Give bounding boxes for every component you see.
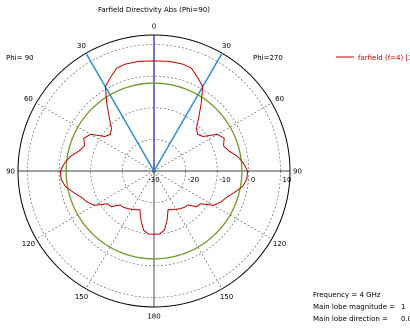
angle-label-7: 120	[273, 240, 286, 248]
radial-label-2: -10	[219, 176, 230, 184]
three-db-circle	[65, 82, 243, 260]
magnitude-value: 1	[401, 303, 406, 311]
grid-spoke-60	[153, 102, 272, 172]
frequency-label: Frequency = 4 GHz	[313, 291, 381, 299]
magnitude-label: Main lobe magnitude =	[313, 303, 396, 311]
radial-label-1: -20	[188, 176, 199, 184]
info-magnitude: Main lobe magnitude = 1	[313, 302, 405, 313]
series-group	[59, 60, 249, 235]
angle-label-1: 30	[222, 42, 231, 50]
radial-label-0: -30	[148, 176, 159, 184]
phi-right-label: Phi=270	[253, 54, 283, 62]
phi-left-label: Phi= 90	[6, 54, 34, 62]
angle-label-11: 180	[147, 313, 160, 321]
direction-label: Main lobe direction =	[313, 315, 388, 323]
grid-spoke-300	[36, 102, 155, 172]
info-direction: Main lobe direction = 0.0	[313, 314, 410, 325]
radial-label-4: 10	[283, 176, 292, 184]
angle-label-8: 120	[22, 240, 35, 248]
reference-lines	[65, 35, 243, 260]
direction-value: 0.0	[401, 315, 410, 323]
angle-label-9: 150	[220, 293, 233, 301]
angle-label-6: 90	[6, 168, 15, 176]
angle-label-3: 60	[275, 95, 284, 103]
angle-label-4: 60	[24, 95, 33, 103]
angle-label-10: 150	[75, 293, 88, 301]
beam-edge-line-2	[85, 52, 155, 172]
series-line-0	[59, 60, 249, 235]
grid-spoke-150	[153, 170, 223, 289]
legend-label: farfield (f=4) [1	[358, 54, 410, 62]
chart-title: Farfield Directivity Abs (Phi=90)	[98, 6, 210, 14]
angle-label-0: 0	[152, 23, 156, 31]
beam-edge-line-1	[153, 52, 223, 172]
info-frequency: Frequency = 4 GHz	[313, 290, 381, 301]
radial-label-3: 0	[251, 176, 255, 184]
legend: farfield (f=4) [1	[336, 54, 410, 62]
angle-label-2: 30	[77, 42, 86, 50]
angle-tick-labels: 0 30 30 60 60 90 90 120 120 150 150 180	[6, 23, 302, 321]
grid-spoke-210	[85, 170, 155, 289]
angle-label-5: 90	[293, 168, 302, 176]
radial-tick-labels: -30 -20 -10 0 10	[148, 176, 291, 184]
